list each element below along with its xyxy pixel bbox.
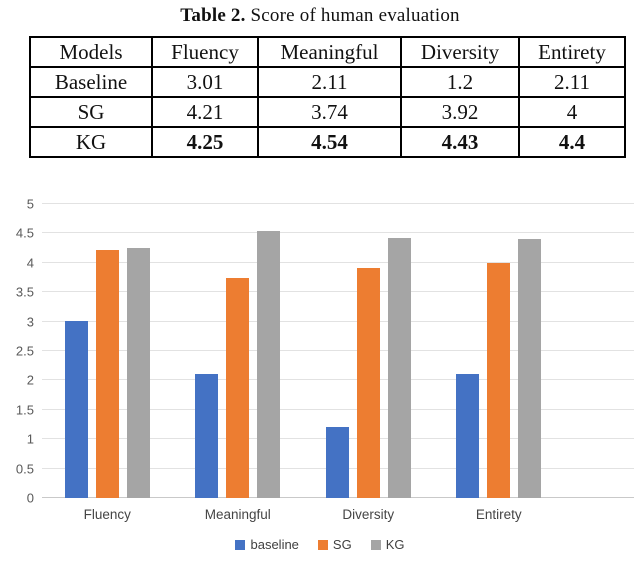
evaluation-bar-chart: 0 0.5 1 1.5 2 2.5 3 3.5 4 4.5 5 Fluency Meaningful D… bbox=[0, 197, 640, 552]
gridline bbox=[42, 350, 634, 351]
y-tick-label: 4 bbox=[26, 255, 34, 271]
bar-kg-diversity bbox=[387, 237, 411, 498]
table-cell: 3.01 bbox=[151, 66, 259, 98]
gridline bbox=[42, 291, 634, 293]
table-cell: 4.54 bbox=[257, 126, 402, 158]
gridline bbox=[42, 320, 634, 322]
y-tick-label: 5 bbox=[26, 196, 34, 212]
legend-swatch-icon bbox=[317, 539, 328, 550]
col-header-meaningful: Meaningful bbox=[257, 36, 402, 68]
bar-sg-diversity bbox=[356, 267, 380, 498]
legend-item-baseline: baseline bbox=[235, 537, 299, 552]
bar-baseline-entirety bbox=[456, 373, 480, 498]
gridline bbox=[42, 408, 634, 410]
table-cell: 4.21 bbox=[151, 96, 259, 128]
gridline bbox=[42, 379, 634, 381]
gridline bbox=[42, 203, 634, 204]
table-cell: 3.74 bbox=[257, 96, 402, 128]
bar-group-entirety bbox=[434, 204, 565, 498]
bar-kg-meaningful bbox=[257, 231, 281, 498]
bar-groups bbox=[42, 204, 564, 498]
x-axis-label-diversity: Diversity bbox=[342, 507, 395, 522]
y-tick-label: 3.5 bbox=[15, 284, 34, 300]
table-cell: 4.25 bbox=[151, 126, 259, 158]
x-axis-label-entirety: Entirety bbox=[475, 507, 522, 522]
x-axis-labels: Fluency Meaningful Diversity Entirety bbox=[42, 507, 564, 522]
col-header-fluency: Fluency bbox=[151, 36, 259, 68]
gridline bbox=[42, 232, 634, 234]
y-tick-label: 1 bbox=[26, 431, 34, 447]
table-cell: 3.92 bbox=[400, 96, 520, 128]
table-cell: 1.2 bbox=[400, 66, 520, 98]
y-tick-label: 4.5 bbox=[15, 225, 34, 241]
bar-group-meaningful bbox=[173, 204, 304, 498]
bar-baseline-fluency bbox=[64, 321, 88, 498]
legend-label: baseline bbox=[250, 537, 299, 552]
bar-group-diversity bbox=[303, 204, 434, 498]
col-header-diversity: Diversity bbox=[400, 36, 520, 68]
bar-sg-fluency bbox=[95, 250, 119, 498]
table-caption: Table 2. Score of human evaluation bbox=[0, 5, 640, 27]
chart-plot: 0 0.5 1 1.5 2 2.5 3 3.5 4 4.5 5 bbox=[16, 197, 634, 506]
table-row-baseline: Baseline 3.01 2.11 1.2 2.11 bbox=[29, 66, 626, 98]
legend-item-sg: SG bbox=[317, 537, 352, 552]
table-cell: 4 bbox=[518, 96, 626, 128]
bar-sg-meaningful bbox=[226, 278, 250, 498]
legend-item-kg: KG bbox=[370, 537, 405, 552]
gridline bbox=[42, 261, 634, 263]
table-cell: 2.11 bbox=[257, 66, 402, 98]
table-header-row: Models Fluency Meaningful Diversity Enti… bbox=[29, 36, 626, 68]
y-tick-label: 0.5 bbox=[15, 461, 34, 477]
bar-sg-entirety bbox=[487, 262, 511, 498]
y-tick-label: 2.5 bbox=[15, 343, 34, 359]
chart-legend: baseline SG KG bbox=[0, 537, 640, 552]
y-tick-label: 1.5 bbox=[15, 402, 34, 418]
bar-group-fluency bbox=[42, 204, 173, 498]
row-label: Baseline bbox=[29, 66, 153, 98]
x-axis-label-meaningful: Meaningful bbox=[204, 507, 271, 522]
legend-swatch-icon bbox=[370, 539, 381, 550]
score-table: Models Fluency Meaningful Diversity Enti… bbox=[29, 36, 626, 158]
table-row-sg: SG 4.21 3.74 3.92 4 bbox=[29, 96, 626, 128]
bar-kg-entirety bbox=[518, 239, 542, 498]
table-cell: 4.43 bbox=[400, 126, 520, 158]
legend-label: KG bbox=[385, 537, 405, 552]
row-label: SG bbox=[29, 96, 153, 128]
legend-swatch-icon bbox=[235, 539, 246, 550]
table-cell: 4.4 bbox=[518, 126, 626, 158]
y-tick-label: 3 bbox=[26, 314, 34, 330]
table-caption-text: Score of human evaluation bbox=[245, 5, 460, 26]
bar-baseline-meaningful bbox=[195, 373, 219, 498]
bar-kg-fluency bbox=[126, 248, 150, 498]
table-cell: 2.11 bbox=[518, 66, 626, 98]
legend-label: SG bbox=[332, 537, 352, 552]
table-row-kg: KG 4.25 4.54 4.43 4.4 bbox=[29, 126, 626, 158]
y-tick-label: 2 bbox=[26, 372, 34, 388]
col-header-models: Models bbox=[29, 36, 153, 68]
col-header-entirety: Entirety bbox=[518, 36, 626, 68]
table-caption-label: Table 2. bbox=[180, 5, 246, 26]
x-axis-label-fluency: Fluency bbox=[83, 507, 131, 522]
row-label: KG bbox=[29, 126, 153, 158]
y-tick-label: 0 bbox=[26, 490, 34, 506]
bar-baseline-diversity bbox=[325, 427, 349, 498]
